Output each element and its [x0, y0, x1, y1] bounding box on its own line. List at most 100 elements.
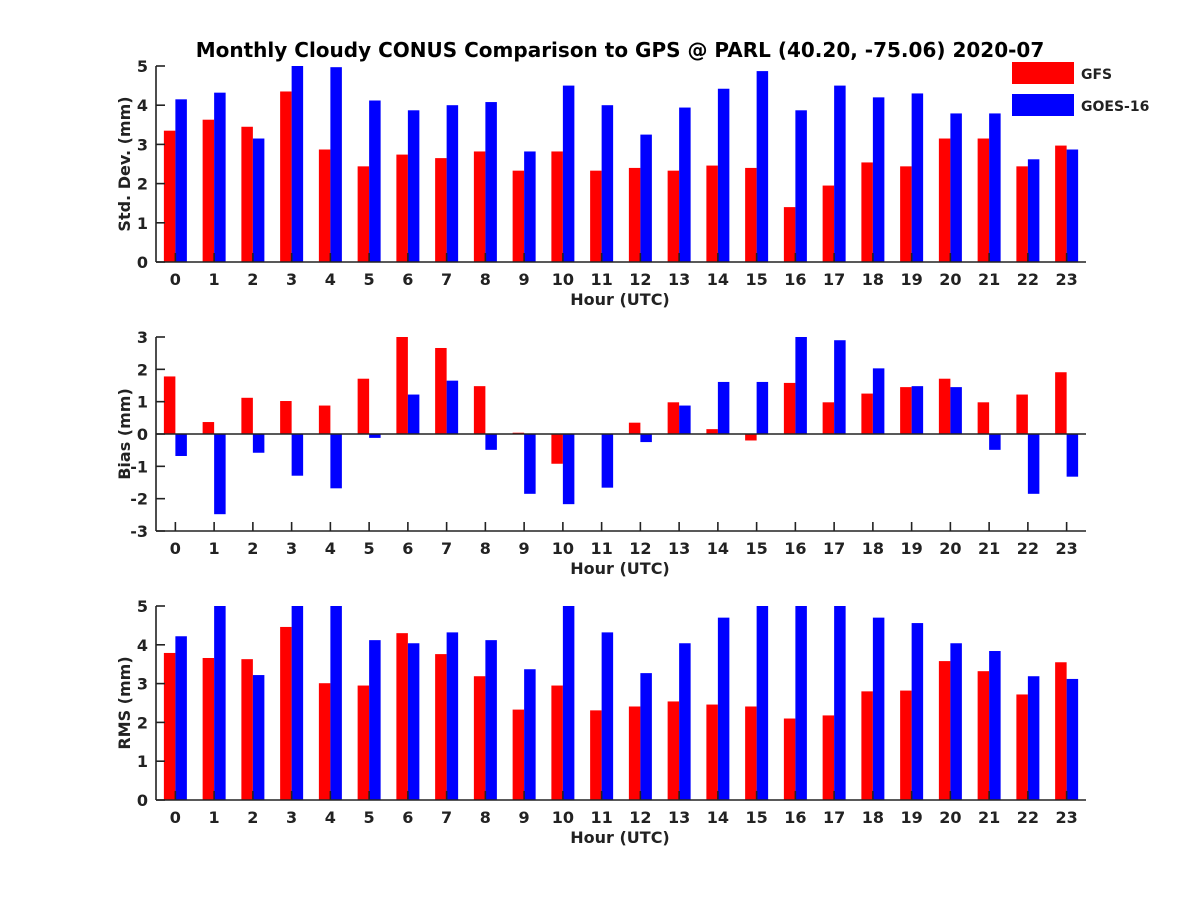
- y-tick-label: 4: [137, 96, 148, 115]
- bar-goes-16-21: [989, 113, 1001, 263]
- bar-goes-16-22: [1027, 676, 1040, 800]
- bar-goes-16-16: [795, 606, 807, 800]
- bar-gfs-23: [1055, 372, 1067, 434]
- bar-gfs-8: [473, 151, 486, 262]
- bar-gfs-4: [318, 149, 331, 262]
- x-tick-label: 4: [325, 270, 336, 289]
- bar-goes-16-5: [369, 434, 381, 438]
- bar-goes-16-6: [407, 110, 420, 262]
- legend-label-goes-16: GOES-16: [1081, 99, 1149, 115]
- bar-gfs-18: [861, 162, 873, 262]
- x-tick-label: 22: [1017, 270, 1039, 289]
- x-tick-label: 16: [784, 539, 806, 558]
- y-tick-label: 3: [137, 135, 148, 154]
- x-tick-label: 13: [668, 808, 690, 827]
- x-tick-label: 6: [402, 808, 413, 827]
- legend-swatch-goes-16: [1012, 94, 1074, 116]
- x-tick-label: 12: [629, 270, 651, 289]
- bar-gfs-20: [938, 661, 951, 800]
- bar-goes-16-17: [834, 606, 846, 800]
- x-tick-label: 8: [480, 270, 491, 289]
- bar-goes-16-21: [989, 434, 1001, 450]
- bar-goes-16-20: [950, 643, 962, 800]
- bar-gfs-6: [396, 154, 408, 262]
- bar-gfs-17: [822, 402, 835, 434]
- bar-gfs-4: [318, 405, 331, 434]
- bar-goes-16-1: [214, 434, 226, 515]
- x-tick-label: 5: [364, 808, 375, 827]
- bar-goes-16-7: [446, 632, 459, 800]
- bar-goes-16-1: [214, 606, 226, 800]
- bar-gfs-10: [551, 151, 563, 262]
- bar-gfs-13: [667, 402, 680, 434]
- bar-gfs-16: [783, 382, 796, 434]
- bar-goes-16-16: [795, 337, 807, 434]
- bar-gfs-10: [551, 434, 563, 464]
- bar-gfs-9: [512, 709, 525, 800]
- bar-goes-16-4: [330, 606, 342, 800]
- bar-goes-16-19: [911, 93, 924, 262]
- x-tick-label: 8: [480, 808, 491, 827]
- x-tick-label: 22: [1017, 539, 1039, 558]
- bar-goes-16-8: [485, 102, 497, 262]
- x-tick-label: 14: [707, 808, 729, 827]
- x-tick-label: 21: [978, 539, 1000, 558]
- x-tick-label: 3: [286, 539, 297, 558]
- bar-gfs-13: [667, 701, 680, 800]
- bar-gfs-1: [202, 422, 215, 434]
- y-tick-label: 3: [137, 328, 148, 347]
- bar-goes-16-2: [252, 138, 265, 262]
- bar-goes-16-17: [834, 340, 846, 434]
- x-tick-label: 0: [170, 539, 181, 558]
- bar-gfs-19: [900, 690, 912, 800]
- x-tick-label: 23: [1055, 808, 1077, 827]
- x-tick-label: 13: [668, 270, 690, 289]
- x-tick-label: 9: [519, 808, 530, 827]
- bar-goes-16-14: [717, 381, 730, 434]
- bar-goes-16-12: [640, 434, 652, 443]
- bar-goes-16-20: [950, 387, 962, 434]
- x-tick-label: 4: [325, 808, 336, 827]
- y-tick-label: -1: [130, 457, 148, 476]
- x-tick-label: 21: [978, 808, 1000, 827]
- bar-goes-16-15: [756, 606, 769, 800]
- y-tick-label: 1: [137, 393, 148, 412]
- bar-gfs-8: [473, 676, 486, 800]
- bar-gfs-3: [280, 626, 292, 800]
- bar-goes-16-1: [214, 92, 226, 262]
- bar-gfs-1: [202, 119, 215, 262]
- y-tick-label: 1: [137, 752, 148, 771]
- bar-gfs-5: [357, 166, 370, 262]
- x-tick-label: 2: [247, 270, 258, 289]
- x-tick-label: 17: [823, 539, 845, 558]
- bar-goes-16-10: [562, 434, 575, 505]
- bar-goes-16-5: [369, 640, 381, 800]
- bar-gfs-7: [435, 654, 447, 800]
- x-tick-label: 1: [209, 539, 220, 558]
- bar-gfs-14: [706, 429, 718, 434]
- bar-gfs-22: [1016, 394, 1028, 434]
- x-tick-label: 2: [247, 808, 258, 827]
- bar-goes-16-7: [446, 380, 459, 434]
- x-tick-label: 0: [170, 808, 181, 827]
- bar-goes-16-11: [601, 632, 614, 800]
- bar-goes-16-7: [446, 105, 459, 262]
- bar-gfs-19: [900, 166, 912, 262]
- bar-gfs-20: [938, 378, 951, 434]
- bar-goes-16-19: [911, 386, 924, 434]
- bar-gfs-20: [938, 138, 951, 262]
- y-axis-label: RMS (mm): [115, 656, 134, 749]
- bar-gfs-22: [1016, 166, 1028, 262]
- bar-gfs-19: [900, 387, 912, 434]
- x-tick-label: 10: [552, 539, 574, 558]
- bar-goes-16-15: [756, 381, 769, 434]
- bar-gfs-5: [357, 378, 370, 434]
- bar-gfs-15: [745, 706, 757, 800]
- x-tick-label: 12: [629, 539, 651, 558]
- bar-gfs-4: [318, 683, 331, 800]
- bar-gfs-17: [822, 715, 835, 800]
- x-tick-label: 6: [402, 270, 413, 289]
- x-tick-label: 17: [823, 808, 845, 827]
- bar-gfs-12: [628, 422, 641, 434]
- bar-goes-16-16: [795, 110, 807, 262]
